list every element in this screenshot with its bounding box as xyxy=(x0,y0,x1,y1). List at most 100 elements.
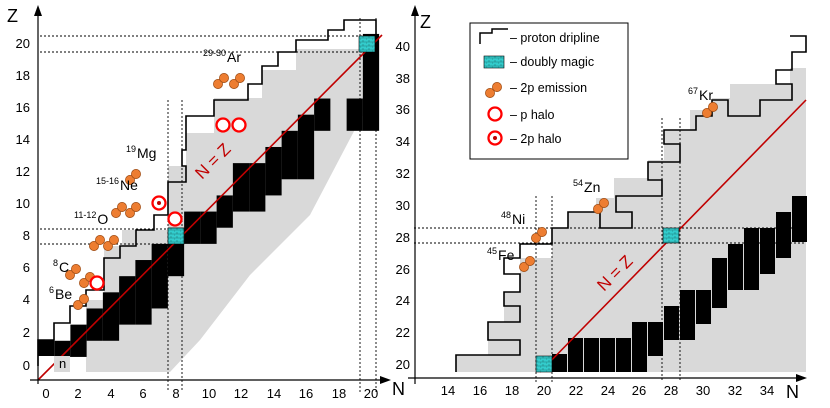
right-y-tick-label: 34 xyxy=(396,134,410,149)
right-stable-column xyxy=(760,228,775,274)
right-x-axis-arrow xyxy=(796,374,807,382)
legend: – proton dripline – doubly magic – 2p em… xyxy=(469,22,629,160)
left-stable-column xyxy=(102,292,120,341)
right-stable-nuclei xyxy=(552,196,807,372)
left-doubly-magic-markers xyxy=(167,35,376,245)
two-proton-emission-icon xyxy=(485,88,495,98)
two-proton-emission-marker xyxy=(131,202,141,212)
left-x-tick-label: 2 xyxy=(74,386,81,401)
two-proton-emission-marker xyxy=(235,73,245,83)
left-stable-column xyxy=(297,114,315,180)
left-x-axis-arrow xyxy=(380,376,391,384)
left-x-tick-label: 10 xyxy=(202,386,216,401)
left-stable-column xyxy=(54,340,71,357)
p-halo-marker xyxy=(167,211,183,227)
legend-label-emission: – 2p emission xyxy=(510,81,587,95)
left-stable-column xyxy=(346,98,363,131)
right-doubly-magic-markers xyxy=(535,227,680,373)
two-proton-emission-marker xyxy=(125,208,135,218)
legend-label-2p-halo: – 2p halo xyxy=(510,132,561,146)
right-x-tick-label: 20 xyxy=(537,383,551,398)
two-proton-emission-marker xyxy=(708,102,718,112)
dripline-step-icon xyxy=(479,28,508,44)
right-x-tick-label: 30 xyxy=(696,383,710,398)
two-proton-emission-marker xyxy=(117,202,127,212)
left-stable-column xyxy=(216,195,233,228)
two-p-halo-dot-icon xyxy=(493,136,497,140)
p-halo-marker xyxy=(215,117,231,133)
nucleus-label: 15-16Ne xyxy=(96,176,138,193)
right-stable-column xyxy=(648,322,663,356)
right-x-tick-label: 24 xyxy=(601,383,615,398)
left-x-tick-label: 6 xyxy=(139,386,146,401)
two-p-halo-marker-dot xyxy=(157,201,161,205)
right-y-tick-label: 24 xyxy=(396,293,410,308)
neutron-cell xyxy=(54,356,70,372)
left-nz-line xyxy=(37,34,383,381)
nucleus-symbol: Ar xyxy=(227,49,241,65)
right-x-tick-label: 26 xyxy=(632,383,646,398)
right-stable-column xyxy=(712,258,727,308)
legend-label-p-halo: – p halo xyxy=(510,108,555,122)
left-stable-column xyxy=(362,33,380,131)
two-proton-emission-icon-b xyxy=(492,82,502,92)
right-stable-column xyxy=(680,290,695,340)
nucleus-label: 67Kr xyxy=(688,86,713,103)
doubly-magic-marker xyxy=(358,35,376,53)
doubly-magic-marker xyxy=(167,227,185,245)
nucleus-symbol: Ni xyxy=(512,211,525,227)
two-proton-emission-marker xyxy=(79,278,89,288)
right-stable-column xyxy=(792,196,807,242)
legend-label-dripline: – proton dripline xyxy=(510,31,600,45)
nucleus-label: 19Mg xyxy=(126,144,156,161)
right-y-tick-label: 32 xyxy=(396,166,410,181)
left-stable-column xyxy=(70,324,87,357)
two-proton-emission-marker xyxy=(73,300,83,310)
left-y-axis-arrow xyxy=(34,5,42,16)
left-stable-column xyxy=(86,308,103,341)
right-y-axis-label: Z xyxy=(420,12,431,32)
left-stable-column xyxy=(200,211,217,244)
two-proton-emission-marker xyxy=(537,227,547,237)
nucleus-symbol: O xyxy=(97,211,108,227)
left-y-tick-label: 8 xyxy=(23,228,30,243)
right-y-axis-arrow xyxy=(411,5,419,16)
right-axes: 20 22 24 26 28 30 32 34 36 38 40 14 16 18 20 22 24 26 28 30… xyxy=(396,5,807,402)
right-x-axis-label: N xyxy=(786,382,799,402)
two-proton-emission-marker xyxy=(229,79,239,89)
left-y-axis-label: Z xyxy=(7,6,18,26)
right-x-tick-label: 28 xyxy=(664,383,678,398)
right-stable-column xyxy=(696,290,711,324)
left-x-axis-label: N xyxy=(392,379,405,399)
left-emission-markers xyxy=(65,73,247,310)
right-x-tick-label: 34 xyxy=(760,383,774,398)
nucleus-mass-number: 67 xyxy=(688,86,698,96)
nucleus-label: 45Fe xyxy=(487,246,515,263)
right-y-tick-label: 38 xyxy=(396,71,410,86)
two-proton-emission-marker xyxy=(213,79,223,89)
doubly-magic-marker xyxy=(662,227,680,244)
right-stable-column xyxy=(552,354,567,372)
left-y-tick-label: 16 xyxy=(16,100,30,115)
two-proton-emission-marker xyxy=(125,175,135,185)
doubly-magic-marker xyxy=(535,355,553,373)
proton-cell-label: p xyxy=(42,340,49,355)
two-proton-emission-marker xyxy=(79,294,89,304)
left-y-tick-label: 6 xyxy=(23,260,30,275)
nucleus-label: 48Ni xyxy=(501,210,525,227)
left-x-tick-label: 8 xyxy=(172,386,179,401)
right-emission-markers xyxy=(519,102,718,272)
right-nucleus-labels: 67Kr 54Zn 48Ni 45Fe xyxy=(487,86,713,263)
left-stable-column xyxy=(281,130,298,180)
right-stable-column xyxy=(584,338,599,372)
two-proton-emission-marker xyxy=(103,241,113,251)
nucleus-label: 54Zn xyxy=(573,178,600,195)
two-proton-emission-marker xyxy=(71,264,81,274)
nucleus-mass-number: 29-30 xyxy=(203,48,226,58)
proton-cell xyxy=(38,340,54,356)
left-y-tick-label: 20 xyxy=(16,36,30,51)
p-halo-marker xyxy=(89,275,105,291)
right-x-tick-label: 22 xyxy=(569,383,583,398)
right-x-tick-label: 14 xyxy=(441,383,455,398)
